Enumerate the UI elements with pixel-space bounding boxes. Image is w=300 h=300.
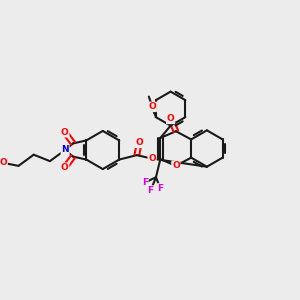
Text: O: O <box>135 138 143 147</box>
Text: O: O <box>172 161 180 170</box>
Text: O: O <box>61 163 69 172</box>
Text: O: O <box>0 158 7 167</box>
Text: O: O <box>148 154 156 163</box>
Text: F: F <box>157 184 164 193</box>
Text: F: F <box>142 178 148 187</box>
Text: O: O <box>148 102 156 111</box>
Text: O: O <box>167 114 175 123</box>
Text: O: O <box>61 128 69 137</box>
Text: F: F <box>148 186 154 195</box>
Text: N: N <box>61 146 69 154</box>
